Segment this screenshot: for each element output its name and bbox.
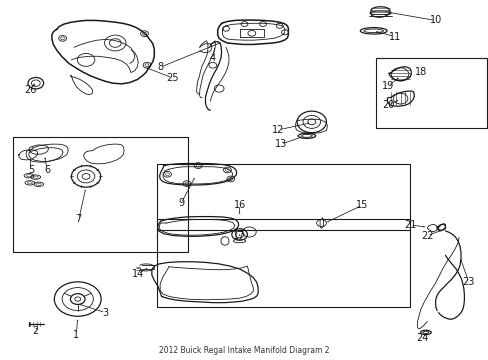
Text: 5: 5	[28, 165, 34, 175]
Text: 2: 2	[33, 326, 39, 336]
Text: 16: 16	[233, 200, 245, 210]
Text: 11: 11	[388, 32, 400, 41]
Bar	[157, 220, 409, 307]
Text: 23: 23	[462, 277, 474, 287]
Text: 22: 22	[420, 231, 433, 240]
Text: 15: 15	[356, 200, 368, 210]
Text: 20: 20	[382, 100, 394, 110]
Text: 24: 24	[415, 333, 428, 343]
Text: 1: 1	[73, 330, 79, 340]
Text: 8: 8	[157, 62, 163, 72]
Bar	[375, 58, 487, 128]
Text: 12: 12	[272, 125, 284, 135]
Text: 4: 4	[209, 53, 215, 63]
Text: 3: 3	[102, 308, 108, 318]
Text: 17: 17	[233, 231, 245, 240]
Text: 14: 14	[132, 269, 144, 279]
Text: 21: 21	[403, 220, 416, 230]
Text: 26: 26	[25, 85, 37, 95]
Text: 10: 10	[428, 15, 441, 26]
Text: 25: 25	[166, 73, 178, 83]
Text: 19: 19	[382, 81, 394, 91]
Text: 7: 7	[76, 215, 81, 224]
Text: 2012 Buick Regal Intake Manifold Diagram 2: 2012 Buick Regal Intake Manifold Diagram…	[159, 346, 329, 355]
Bar	[13, 137, 188, 252]
Text: 18: 18	[414, 67, 426, 77]
Text: 13: 13	[274, 139, 286, 149]
Bar	[157, 164, 409, 230]
Text: 9: 9	[178, 198, 184, 208]
Text: 6: 6	[44, 165, 50, 175]
